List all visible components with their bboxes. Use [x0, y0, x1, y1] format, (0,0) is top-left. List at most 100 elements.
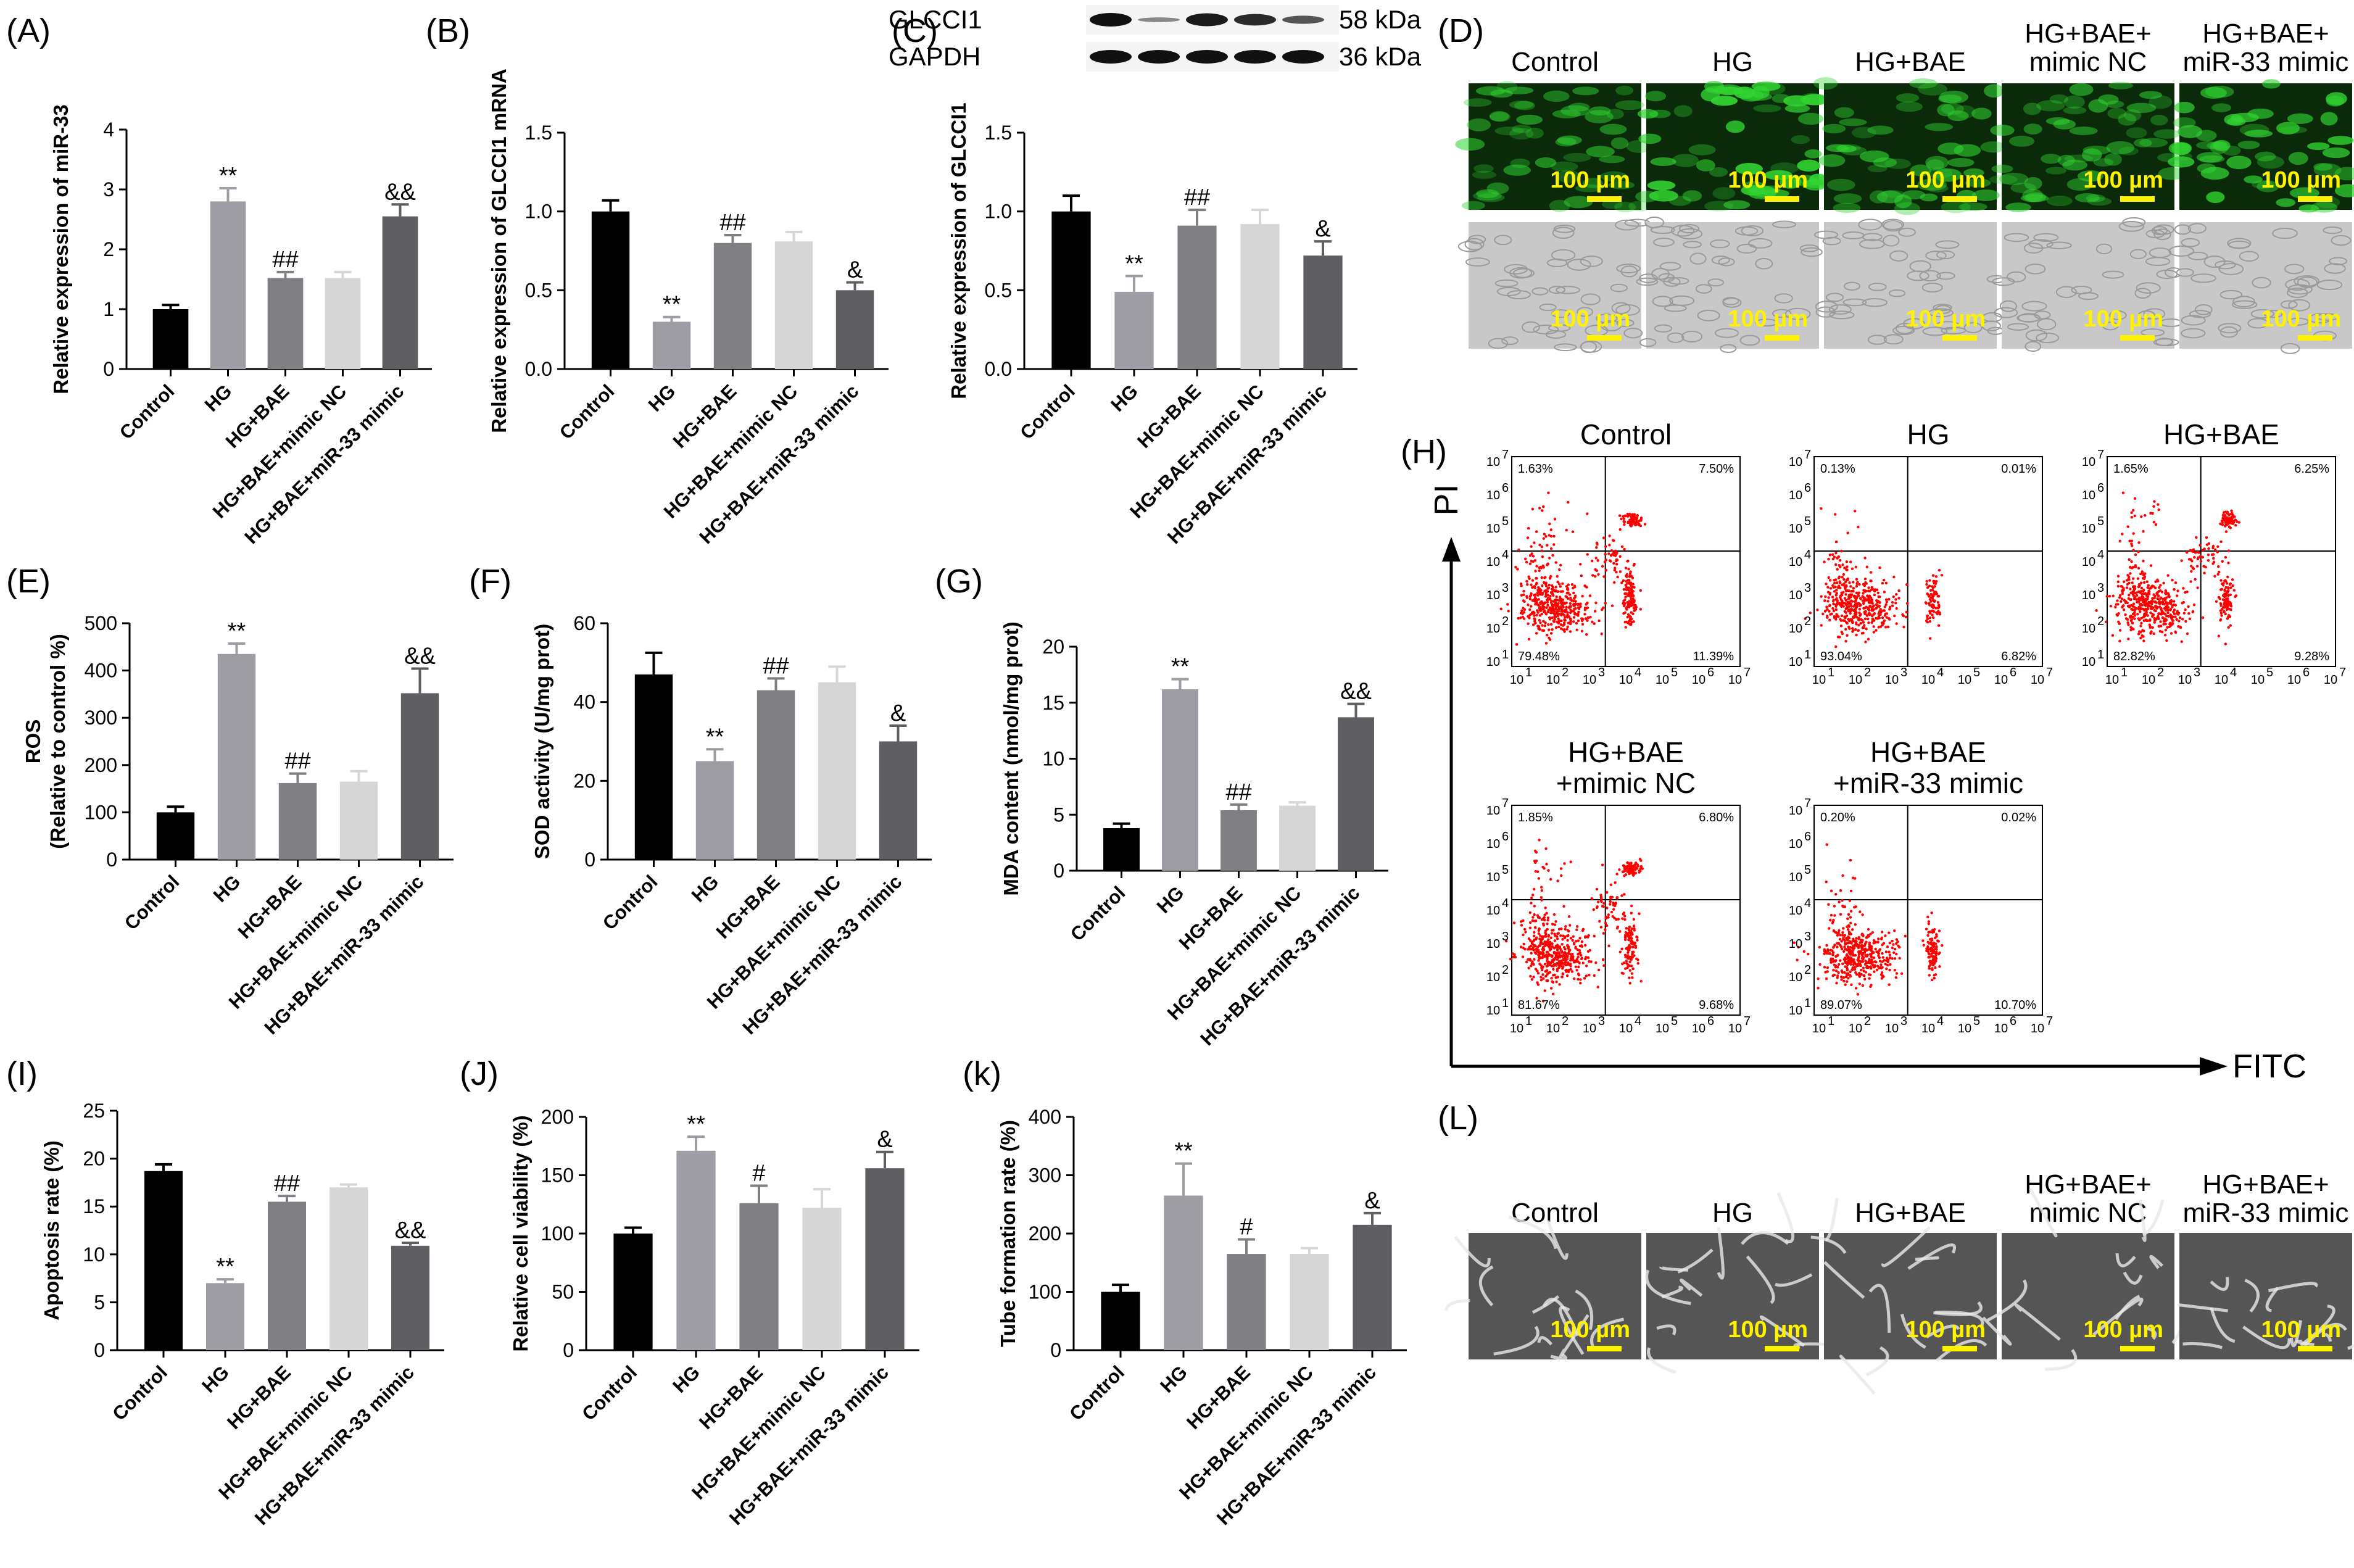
y-tick-exponent: 3 [1502, 930, 1509, 944]
event-dot [2131, 612, 2135, 616]
event-dot [1570, 583, 1574, 586]
event-dot [1628, 969, 1631, 972]
event-dot [1561, 582, 1564, 586]
event-dot [1584, 584, 1587, 588]
event-dot [2128, 594, 2131, 597]
event-dot [1820, 595, 1823, 598]
event-dot [1875, 950, 1878, 953]
cell-outline [1494, 279, 1519, 288]
event-dot [1830, 612, 1833, 616]
event-dot [1928, 937, 1932, 941]
event-dot [1550, 611, 1553, 615]
event-dot [1614, 904, 1617, 908]
cell-outline [1596, 313, 1618, 323]
event-dot [1541, 1000, 1545, 1003]
y-tick-label: 10 [1789, 555, 1802, 569]
event-dot [1581, 961, 1585, 964]
cell-outline [1494, 234, 1512, 246]
event-dot [1857, 956, 1860, 960]
event-dot [1560, 967, 1564, 970]
event-dot [1841, 905, 1844, 908]
event-dot [2149, 618, 2152, 621]
scale-bar [1765, 196, 1799, 202]
event-dot [1863, 974, 1866, 977]
cell-outline [1509, 267, 1533, 279]
cell-outline [2033, 233, 2059, 242]
column-header: Control [1511, 1198, 1599, 1228]
cell-blob [1991, 164, 2013, 173]
event-dot [2130, 618, 2133, 621]
event-dot [2221, 560, 2224, 563]
event-dot [1556, 937, 1559, 940]
event-dot [1931, 574, 1935, 577]
event-dot [1574, 602, 1577, 606]
event-dot [1845, 621, 1848, 624]
event-dot [1525, 596, 1529, 599]
event-dot [1540, 600, 1543, 604]
event-dot [1928, 579, 1931, 582]
event-dot [1543, 866, 1546, 870]
event-dot [2217, 565, 2220, 568]
cell-blob [2047, 196, 2073, 207]
cell-blob [2334, 184, 2354, 197]
cell-blob [2252, 180, 2274, 189]
event-dot [1546, 944, 1549, 947]
x-category-label: HG [1106, 380, 1142, 416]
cell-blob [2077, 170, 2103, 182]
cell-blob [1989, 175, 2018, 185]
event-dot [1831, 553, 1834, 557]
event-dot [2134, 596, 2137, 599]
event-dot [2190, 570, 2193, 573]
event-dot [2131, 621, 2134, 624]
cell-blob [1472, 170, 1497, 179]
tube-network [1537, 1336, 1553, 1346]
event-dot [1567, 968, 1570, 972]
cell-outline [1935, 240, 1960, 249]
cell-outline [1994, 307, 2018, 318]
event-dot [1862, 966, 1865, 969]
event-dot [2157, 624, 2161, 628]
y-tick-exponent: 6 [1502, 481, 1509, 495]
event-dot [2153, 600, 2157, 604]
x-tick-exponent: 2 [1864, 666, 1871, 679]
cell-outline [1922, 326, 1948, 336]
event-dot [1839, 975, 1843, 979]
tube-micrograph: 100 µm [1444, 1216, 1641, 1361]
event-dot [2133, 514, 2136, 518]
event-dot [1586, 950, 1590, 953]
event-dot [1562, 605, 1565, 609]
y-tick-label: 1.0 [985, 201, 1012, 223]
event-dot [2136, 600, 2139, 604]
event-dot [1857, 525, 1860, 529]
event-dot [1852, 966, 1855, 969]
tube-network [1868, 1284, 1891, 1333]
event-dot [1862, 621, 1865, 624]
brightfield-micrograph: 100 µm [1457, 218, 1651, 354]
event-dot [1623, 865, 1627, 869]
panel-label: (I) [6, 1055, 38, 1092]
event-dot [1926, 615, 1929, 618]
event-dot [1555, 595, 1558, 599]
tube-network [2138, 1199, 2147, 1242]
y-tick-label: 1.5 [985, 122, 1012, 144]
event-dot [1817, 987, 1820, 990]
event-dot [1541, 942, 1544, 945]
event-dot [1926, 934, 1929, 937]
event-dot [1555, 935, 1559, 938]
event-dot [1602, 932, 1606, 935]
cell-blob [1835, 144, 1861, 152]
cell-blob [1934, 168, 1962, 182]
event-dot [1635, 866, 1638, 869]
event-dot [1607, 913, 1610, 916]
event-dot [1641, 867, 1644, 870]
event-dot [1841, 962, 1844, 966]
cell-blob [2213, 139, 2231, 151]
event-dot [1576, 948, 1579, 952]
event-dot [1935, 945, 1938, 948]
event-dot [1889, 963, 1892, 966]
event-dot [1843, 945, 1846, 948]
cell-outline [1755, 257, 1773, 270]
event-dot [1826, 608, 1829, 611]
event-dot [1835, 581, 1839, 584]
